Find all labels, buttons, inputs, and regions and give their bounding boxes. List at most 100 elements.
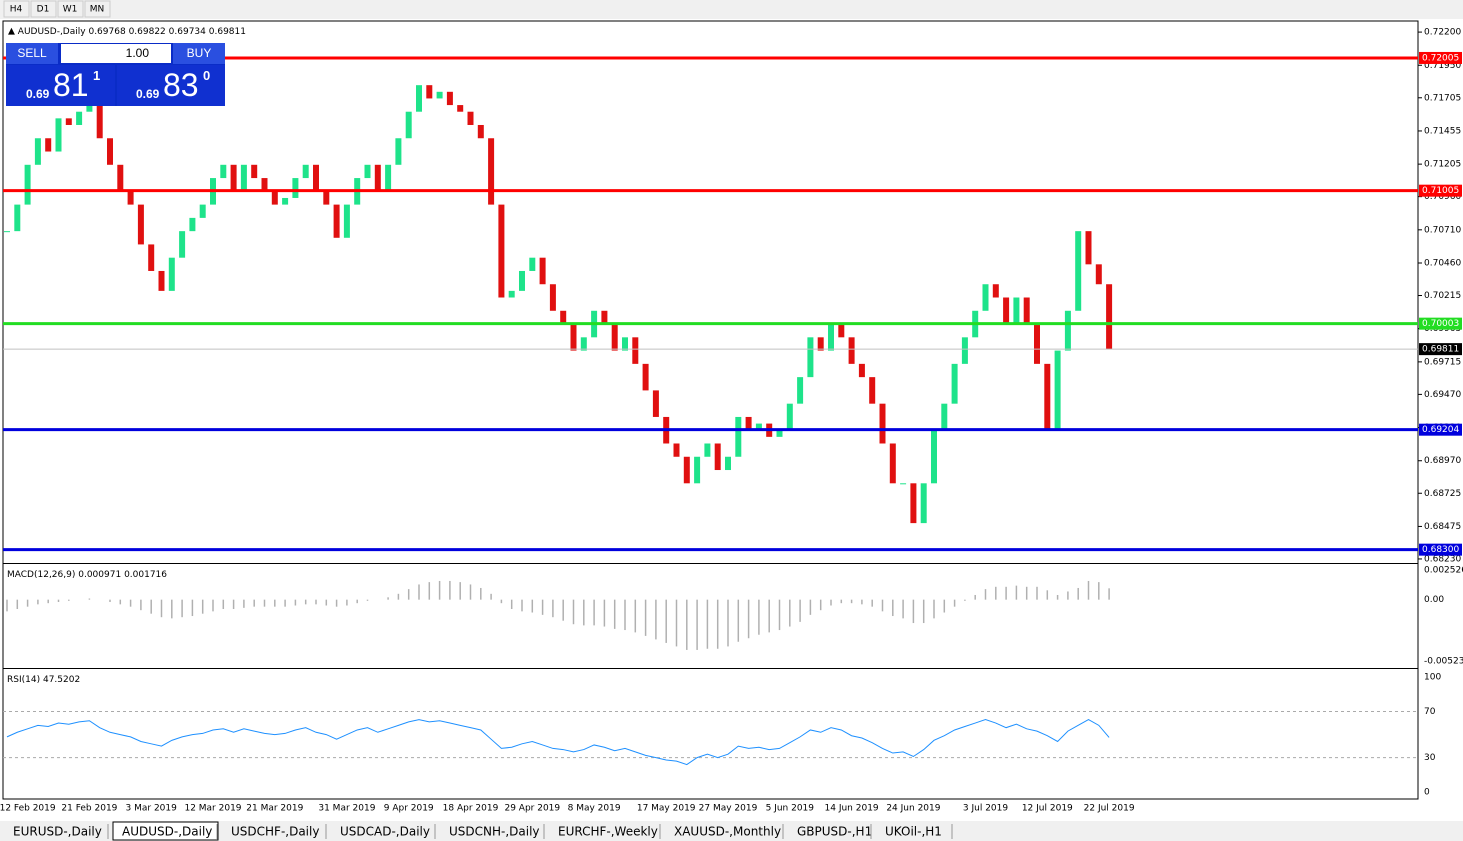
candle: [220, 164, 227, 179]
level-label: 0.68300: [1422, 545, 1459, 555]
candle: [179, 231, 186, 258]
level-tag: [1419, 317, 1462, 330]
candle: [683, 456, 690, 484]
timeframe-label[interactable]: MN: [90, 5, 105, 15]
candle: [611, 324, 618, 351]
toolbar: [0, 0, 1463, 19]
candle: [961, 337, 968, 364]
timeframe-label[interactable]: D1: [37, 5, 50, 15]
chart-frame: [2, 20, 1419, 800]
buy-price[interactable]: 0.69 83 0: [117, 65, 225, 106]
tab[interactable]: XAUUSD-,Monthly: [674, 825, 781, 839]
candle: [240, 164, 247, 192]
timeframe-button[interactable]: [3, 0, 30, 18]
tab[interactable]: USDCAD-,Daily: [340, 825, 430, 839]
candle: [436, 91, 443, 99]
candle: [323, 191, 330, 205]
y-tick-label: 0.00: [1424, 595, 1444, 605]
candle: [1054, 350, 1061, 431]
candle: [333, 204, 340, 238]
timeframe-button[interactable]: [84, 0, 111, 18]
level-label: 0.72005: [1422, 53, 1459, 63]
timeframe-label[interactable]: H4: [10, 5, 23, 15]
y-tick-label: 0: [1424, 788, 1430, 798]
y-tick-label: 0.71205: [1424, 160, 1461, 170]
x-tick-label: 18 Apr 2019: [443, 804, 499, 814]
candle: [601, 310, 608, 325]
candle: [1034, 324, 1040, 364]
candle: [34, 138, 41, 165]
candle: [508, 290, 515, 298]
candle: [580, 337, 587, 351]
candle: [694, 456, 701, 484]
candle: [1085, 231, 1092, 265]
candle: [374, 164, 381, 192]
sell-price[interactable]: 0.69 81 1: [6, 65, 115, 106]
tab[interactable]: EURUSD-,Daily: [13, 825, 102, 839]
candle: [519, 270, 525, 291]
high: 0.69822: [129, 27, 166, 37]
low: 0.69734: [169, 27, 206, 37]
sell-button[interactable]: SELL: [6, 43, 58, 64]
candle: [539, 257, 546, 285]
candle: [807, 337, 814, 378]
x-tick-label: 5 Jun 2019: [766, 804, 815, 814]
candle: [127, 191, 134, 205]
tab[interactable]: USDCHF-,Daily: [231, 825, 319, 839]
level-label: 0.71005: [1422, 186, 1459, 196]
candle: [1106, 284, 1113, 350]
x-tick-label: 24 Jun 2019: [886, 804, 940, 814]
y-tick-label: 30: [1424, 753, 1436, 763]
tab[interactable]: EURCHF-,Weekly: [558, 825, 658, 839]
x-tick-label: 12 Jul 2019: [1022, 804, 1073, 814]
level-tag: [1419, 543, 1462, 556]
candle: [251, 164, 258, 179]
candle: [941, 403, 948, 431]
candle: [96, 98, 103, 139]
candle: [137, 204, 144, 245]
y-tick-label: 0.68475: [1424, 522, 1461, 532]
candle: [488, 138, 495, 205]
candle: [714, 443, 721, 471]
x-tick-label: 22 Jul 2019: [1084, 804, 1135, 814]
x-tick-label: 12 Mar 2019: [184, 804, 241, 814]
candle: [498, 204, 505, 298]
candle: [817, 337, 824, 351]
close: 0.69811: [209, 27, 246, 37]
candle: [900, 483, 907, 485]
tab[interactable]: USDCNH-,Daily: [449, 825, 540, 839]
candle: [622, 337, 628, 351]
candle: [261, 178, 268, 192]
timeframe-button[interactable]: [57, 0, 84, 18]
buy-button[interactable]: BUY: [173, 43, 225, 64]
timeframe-button[interactable]: [30, 0, 57, 18]
candle: [1023, 297, 1030, 325]
candle: [848, 337, 855, 364]
y-tick-label: 0.69715: [1424, 357, 1461, 367]
candle: [704, 443, 711, 457]
level-label: 0.69204: [1422, 425, 1459, 435]
y-tick-label: 0.70710: [1424, 225, 1461, 235]
candle: [467, 111, 474, 125]
tab[interactable]: UKOil-,H1: [885, 825, 942, 839]
lot-input[interactable]: 1.00: [61, 44, 171, 63]
candle: [982, 284, 989, 311]
candle: [838, 324, 845, 338]
tab[interactable]: AUDUSD-,Daily: [122, 825, 212, 839]
y-tick-label: 0.71950: [1424, 61, 1461, 71]
tab-active: [112, 821, 219, 841]
candle: [1075, 231, 1082, 311]
candle: [477, 124, 484, 139]
timeframe-label[interactable]: W1: [63, 5, 78, 15]
candle: [560, 310, 567, 325]
tab[interactable]: GBPUSD-,H1: [797, 825, 872, 839]
candle: [65, 118, 72, 125]
candle: [107, 138, 113, 165]
candle: [951, 363, 958, 404]
candle: [14, 204, 21, 232]
level-tag: [1419, 423, 1462, 436]
y-tick-label: 0.68230: [1424, 554, 1461, 564]
candle: [24, 164, 31, 205]
